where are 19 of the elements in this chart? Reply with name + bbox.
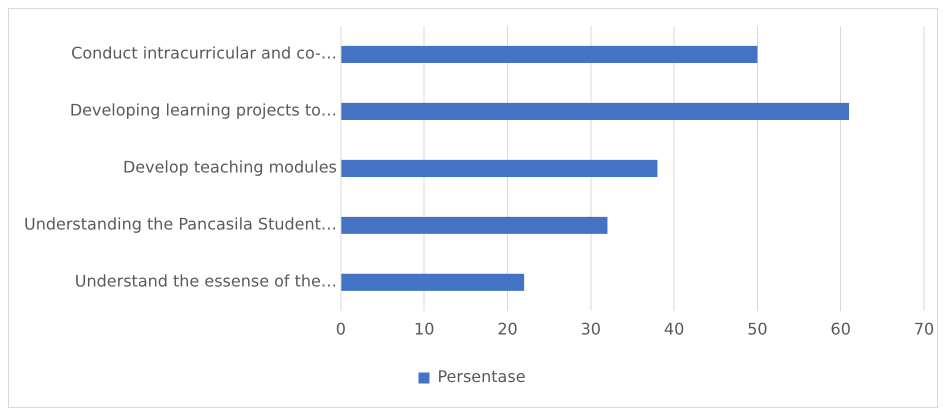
bar [341,46,758,64]
x-tick-label: 10 [414,320,434,339]
bar [341,274,524,291]
x-tick-label: 60 [830,320,851,339]
bar [341,160,658,177]
y-tick-label: Develop teaching modules [122,158,337,177]
bar [341,102,850,120]
legend-label: Persentase [437,367,526,386]
x-tick-label: 30 [580,320,601,339]
x-tick-label: 0 [336,320,346,339]
x-tick-label: 40 [664,320,684,339]
y-tick-label: Developing learning projects to… [70,100,337,120]
x-tick-label: 20 [497,320,518,339]
x-tick-label: 70 [914,320,934,339]
y-tick-label: Conduct intracurricular and co-… [71,44,337,63]
bar [341,216,608,234]
y-tick-label: Understand the essense of the… [74,271,337,290]
x-tick-label: 50 [747,320,768,339]
y-tick-label: Understanding the Pancasila Student… [24,214,337,234]
